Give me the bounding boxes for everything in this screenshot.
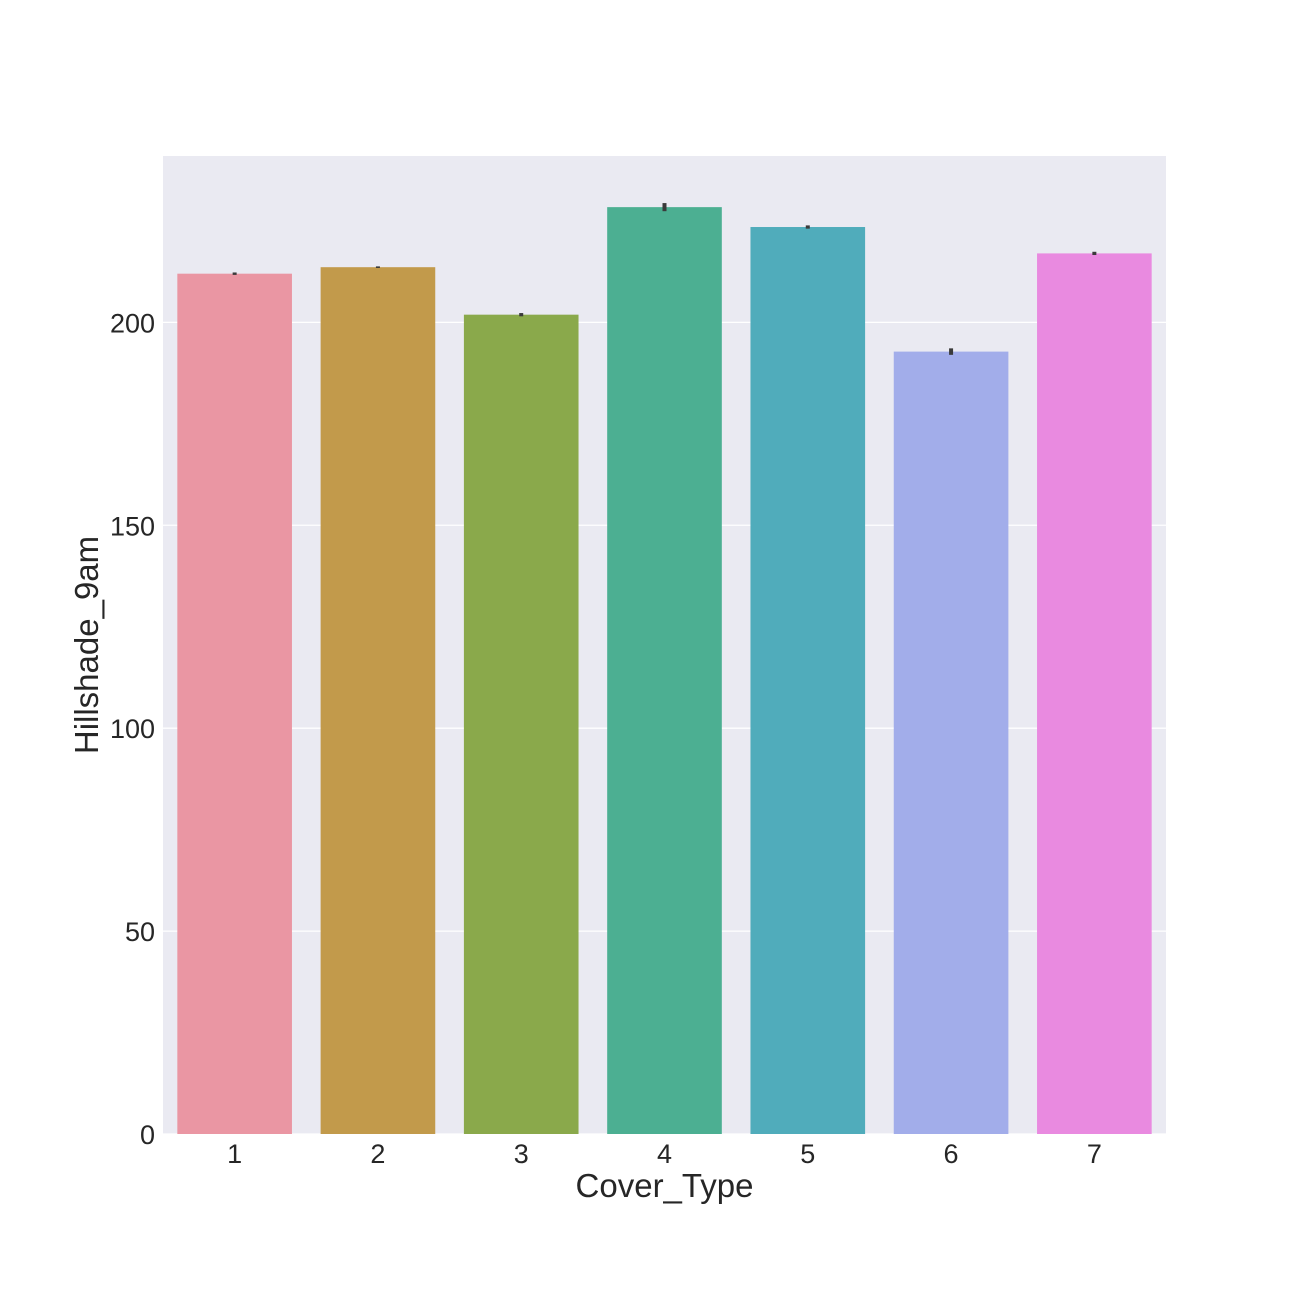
x-tick-label: 2 xyxy=(370,1139,385,1169)
y-tick-label: 100 xyxy=(110,714,155,744)
y-tick-label: 200 xyxy=(110,308,155,338)
bar-cover-type-5 xyxy=(750,227,866,1134)
y-axis-label: Hillshade_9am xyxy=(68,536,105,754)
y-tick-label: 0 xyxy=(140,1120,155,1150)
x-tick-label: 4 xyxy=(657,1139,672,1169)
x-tick-label: 3 xyxy=(514,1139,529,1169)
bars xyxy=(177,207,1152,1135)
y-tick-label: 150 xyxy=(110,511,155,541)
bar-cover-type-3 xyxy=(463,314,579,1134)
bar-cover-type-6 xyxy=(893,351,1009,1135)
x-tick-label: 5 xyxy=(800,1139,815,1169)
x-tick-label: 1 xyxy=(227,1139,242,1169)
error-bars xyxy=(232,203,1097,355)
x-tick-label: 7 xyxy=(1087,1139,1102,1169)
bar-cover-type-7 xyxy=(1037,253,1152,1135)
x-tick-labels: 1 2 3 4 5 6 7 xyxy=(227,1139,1102,1169)
bar-cover-type-1 xyxy=(177,273,292,1134)
bar-cover-type-4 xyxy=(607,207,722,1134)
bar-cover-type-2 xyxy=(320,267,436,1134)
x-tick-label: 6 xyxy=(944,1139,959,1169)
x-axis-label: Cover_Type xyxy=(576,1167,754,1204)
y-tick-labels: 0 50 100 150 200 xyxy=(110,308,155,1150)
y-tick-label: 50 xyxy=(125,917,155,947)
